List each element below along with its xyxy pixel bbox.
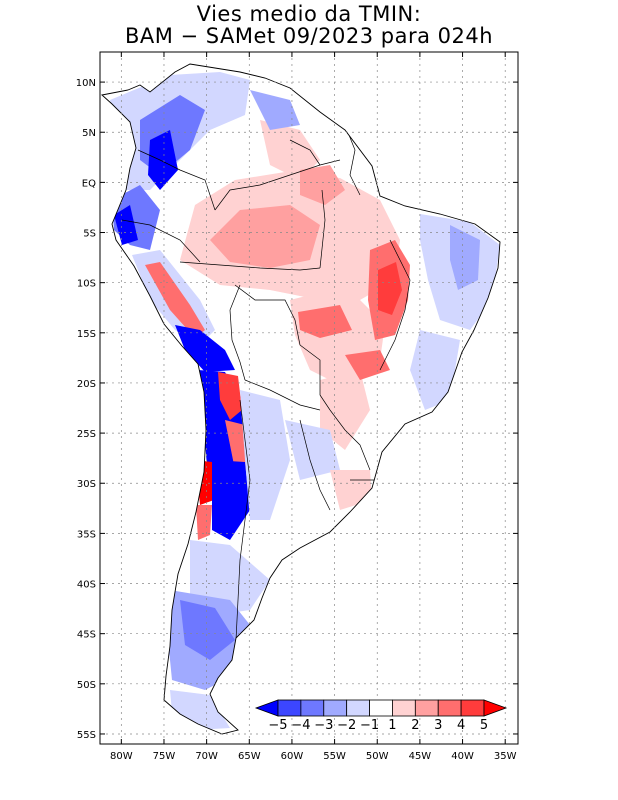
colorbar-swatch [460,699,485,717]
warm-bias-southeast [345,350,390,380]
cool-bias-patagonia-core [180,600,235,660]
longitude-label: 80W [110,751,133,762]
longitude-label: 75W [153,751,176,762]
longitude-label: 45W [409,751,432,762]
colorbar-swatch [414,699,439,717]
coastline [101,63,501,735]
warm-bias-chile-andes [225,420,248,475]
warm-bias-guiana [300,165,345,205]
warm-bias-altiplano [218,372,242,420]
cool-bias-peru-coast [175,325,235,372]
cool-bias-argentina-west [240,390,290,520]
cool-bias-venezuela [250,90,300,130]
longitude-label: 60W [281,751,304,762]
colorbar-swatch [277,699,302,717]
cool-bias-ecuador-core [114,205,138,245]
latitude-label: 45S [77,630,96,641]
colorbar-label: 4 [457,718,465,733]
graticule [100,52,518,744]
latitude-label: 40S [77,580,96,591]
longitude-labels: 80W 75W 70W 65W 60W 55W 50W 45W 40W 35W [110,751,517,762]
cool-bias-southeast-coast [410,330,460,410]
latitude-label: 50S [77,680,96,691]
cool-bias-patagonia-north [190,540,270,615]
colorbar-swatch [323,699,348,717]
latitude-label: 15S [77,329,96,340]
colorbar-label: 5 [480,718,488,733]
latitude-label: 20S [77,379,96,390]
latitude-label: 55S [77,730,96,741]
colorbar-swatch [437,699,462,717]
colorbar-label: −2 [337,718,356,733]
colorbar-swatch [300,699,325,717]
longitude-label: 40W [451,751,474,762]
latitude-label: 10N [76,78,96,89]
colorbar-label: −5 [268,718,287,733]
colorbar-label: −1 [360,718,379,733]
longitude-label: 65W [238,751,261,762]
cool-bias-andes-north [148,130,178,190]
map-title-line-1: Vies medio da TMIN: [196,2,422,26]
map-title-line-2: BAM − SAMet 09/2023 para 024h [124,24,494,48]
colorbar-swatch [392,699,416,717]
colorbar-label: −3 [314,718,333,733]
longitude-label: 70W [195,751,218,762]
cool-bias-chaco [285,420,340,480]
latitude-labels: 10N 5N EQ 5S 10S 15S 20S 25S 30S 35S 40S 45S 50S 55S [76,78,96,741]
colorbar-label: 3 [434,718,442,733]
longitude-label: 55W [323,751,346,762]
longitude-label: 35W [494,751,517,762]
colorbar-max-arrow [483,699,508,717]
latitude-label: EQ [82,178,96,189]
colorbar-label: 2 [411,718,419,733]
colorbar-swatch [346,699,370,717]
warm-bias-peru-andes [145,262,205,338]
latitude-label: 5S [83,229,96,240]
latitude-label: 35S [77,529,96,540]
latitude-label: 30S [77,479,96,490]
bias-field [110,72,500,730]
axis-ticks [100,52,518,744]
warm-bias-paraguay [320,370,370,450]
colorbar-swatch [369,699,393,717]
latitude-label: 5N [82,128,96,139]
colorbar: −5 −4 −3 −2 −1 1 2 3 4 5 [254,699,508,733]
colorbar-label: 1 [388,718,396,733]
warm-bias-mato-grosso [298,305,352,338]
warm-bias-north [260,120,320,180]
longitude-label: 50W [366,751,389,762]
warm-bias-amazon-core [210,205,320,268]
latitude-label: 25S [77,429,96,440]
warm-bias-goias-core [378,262,402,315]
cool-bias-northeast-core [450,225,480,290]
cool-bias-argentina-andes [212,460,250,540]
warm-bias-chile-coast [196,505,212,540]
latitude-label: 10S [77,279,96,290]
colorbar-label: −4 [291,718,310,733]
